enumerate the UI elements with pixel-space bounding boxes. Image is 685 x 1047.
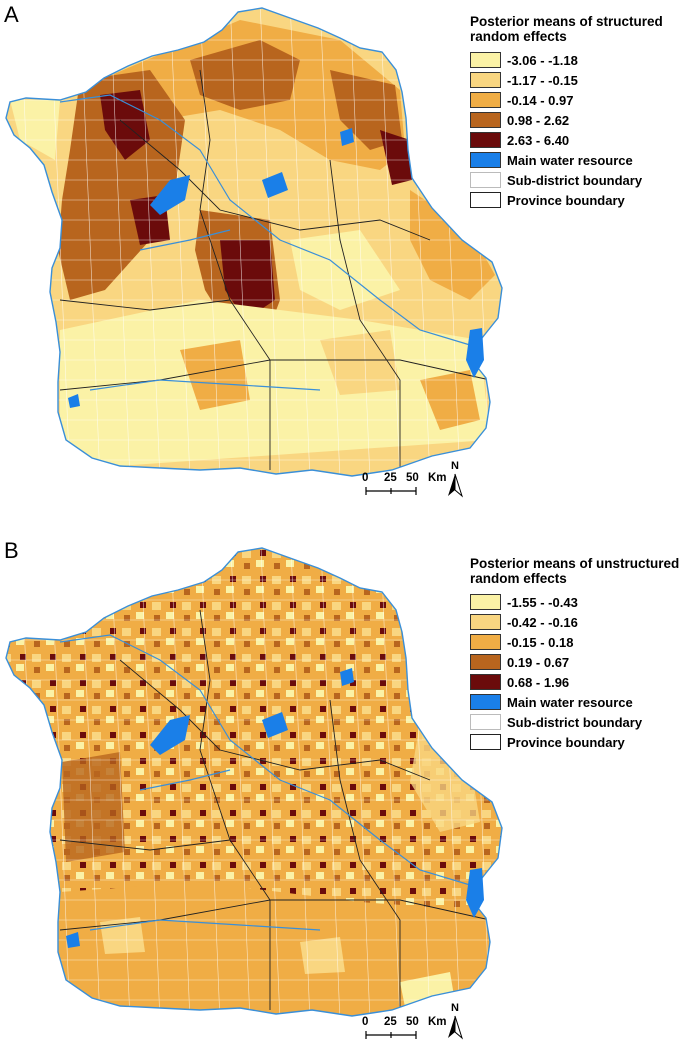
legend-item: -0.15 - 0.18 (470, 632, 680, 652)
scale-tick: 25 (384, 1016, 397, 1028)
legend-label: 0.98 - 2.62 (507, 112, 570, 128)
rivers (59, 94, 471, 391)
legend-label: Province boundary (507, 192, 625, 208)
legend-swatch (470, 714, 501, 730)
scale-bar-graphic (365, 1031, 417, 1039)
choropleth-map-b (5, 547, 503, 1017)
legend-item: Province boundary (470, 732, 680, 752)
legend-title: Posterior means of unstructured random e… (470, 556, 680, 586)
legend: Posterior means of structured random eff… (470, 14, 680, 210)
legend-item: -1.17 - -0.15 (470, 70, 680, 90)
legend-label: -1.55 - -0.43 (507, 594, 578, 610)
legend-item: -1.55 - -0.43 (470, 592, 680, 612)
legend-swatch (470, 614, 501, 630)
legend-item: -0.42 - -0.16 (470, 612, 680, 632)
legend-label: -3.06 - -1.18 (507, 52, 578, 68)
north-arrow-icon (448, 473, 464, 498)
legend-label: 2.63 - 6.40 (507, 132, 570, 148)
scale-tick: 50 (406, 472, 419, 484)
legend-item: 0.19 - 0.67 (470, 652, 680, 672)
legend-swatch (470, 92, 501, 108)
scale-tick: 0 (362, 1016, 369, 1028)
north-arrow: N (445, 1002, 465, 1045)
legend-swatch (470, 694, 501, 710)
legend-label: Sub-district boundary (507, 714, 643, 730)
legend-swatch (470, 192, 501, 208)
region-fills (10, 20, 495, 470)
legend-swatch (470, 152, 501, 168)
legend-label: Province boundary (507, 734, 625, 750)
water-resources (66, 668, 484, 948)
province-boundaries (59, 609, 491, 1010)
outer-boundary (5, 547, 503, 1017)
legend-item: Sub-district boundary (470, 170, 680, 190)
legend-item: 0.98 - 2.62 (470, 110, 680, 130)
legend-swatch (470, 654, 501, 670)
outer-boundary (5, 7, 503, 477)
legend-item: 2.63 - 6.40 (470, 130, 680, 150)
scale-tick: 50 (406, 1016, 419, 1028)
scale-bar: 0 25 50 Km (362, 1016, 447, 1047)
panel-label: B (4, 538, 19, 563)
legend-swatch (470, 594, 501, 610)
legend-item: Province boundary (470, 190, 680, 210)
legend-swatch (470, 634, 501, 650)
legend-item: -3.06 - -1.18 (470, 50, 680, 70)
north-label: N (451, 460, 459, 472)
legend-swatch (470, 52, 501, 68)
region-fills (60, 722, 500, 1016)
choropleth-map-a (5, 7, 503, 477)
panel-label: A (4, 2, 19, 27)
scale-unit: Km (428, 472, 447, 484)
legend-item: Main water resource (470, 692, 680, 712)
legend-item: Sub-district boundary (470, 712, 680, 732)
scale-bar: 0 25 50 Km (362, 472, 447, 503)
legend-label: Main water resource (507, 694, 633, 710)
legend-label: Main water resource (507, 152, 633, 168)
water-resources (68, 128, 484, 408)
north-label: N (451, 1002, 459, 1014)
legend-item: Main water resource (470, 150, 680, 170)
legend-item: -0.14 - 0.97 (470, 90, 680, 110)
legend-label: -0.42 - -0.16 (507, 614, 578, 630)
legend-swatch (470, 172, 501, 188)
legend-swatch (470, 132, 501, 148)
province-boundaries (59, 69, 491, 470)
legend-label: 0.68 - 1.96 (507, 674, 570, 690)
rivers (59, 634, 471, 931)
legend-title: Posterior means of structured random eff… (470, 14, 663, 44)
legend-swatch (470, 112, 501, 128)
legend-swatch (470, 72, 501, 88)
map-panel-a: A (0, 0, 685, 522)
legend-label: -0.14 - 0.97 (507, 92, 574, 108)
scale-tick: 25 (384, 472, 397, 484)
north-arrow: N (445, 460, 465, 503)
scale-tick: 0 (362, 472, 369, 484)
legend-item: 0.68 - 1.96 (470, 672, 680, 692)
legend-label: Sub-district boundary (507, 172, 643, 188)
legend: Posterior means of unstructured random e… (470, 556, 680, 752)
north-arrow-icon (448, 1015, 464, 1040)
scale-bar-graphic (365, 487, 417, 495)
legend-label: -0.15 - 0.18 (507, 634, 574, 650)
legend-label: -1.17 - -0.15 (507, 72, 578, 88)
legend-swatch (470, 674, 501, 690)
legend-swatch (470, 734, 501, 750)
map-panel-b: B (0, 522, 685, 1044)
legend-label: 0.19 - 0.67 (507, 654, 570, 670)
scale-unit: Km (428, 1016, 447, 1028)
